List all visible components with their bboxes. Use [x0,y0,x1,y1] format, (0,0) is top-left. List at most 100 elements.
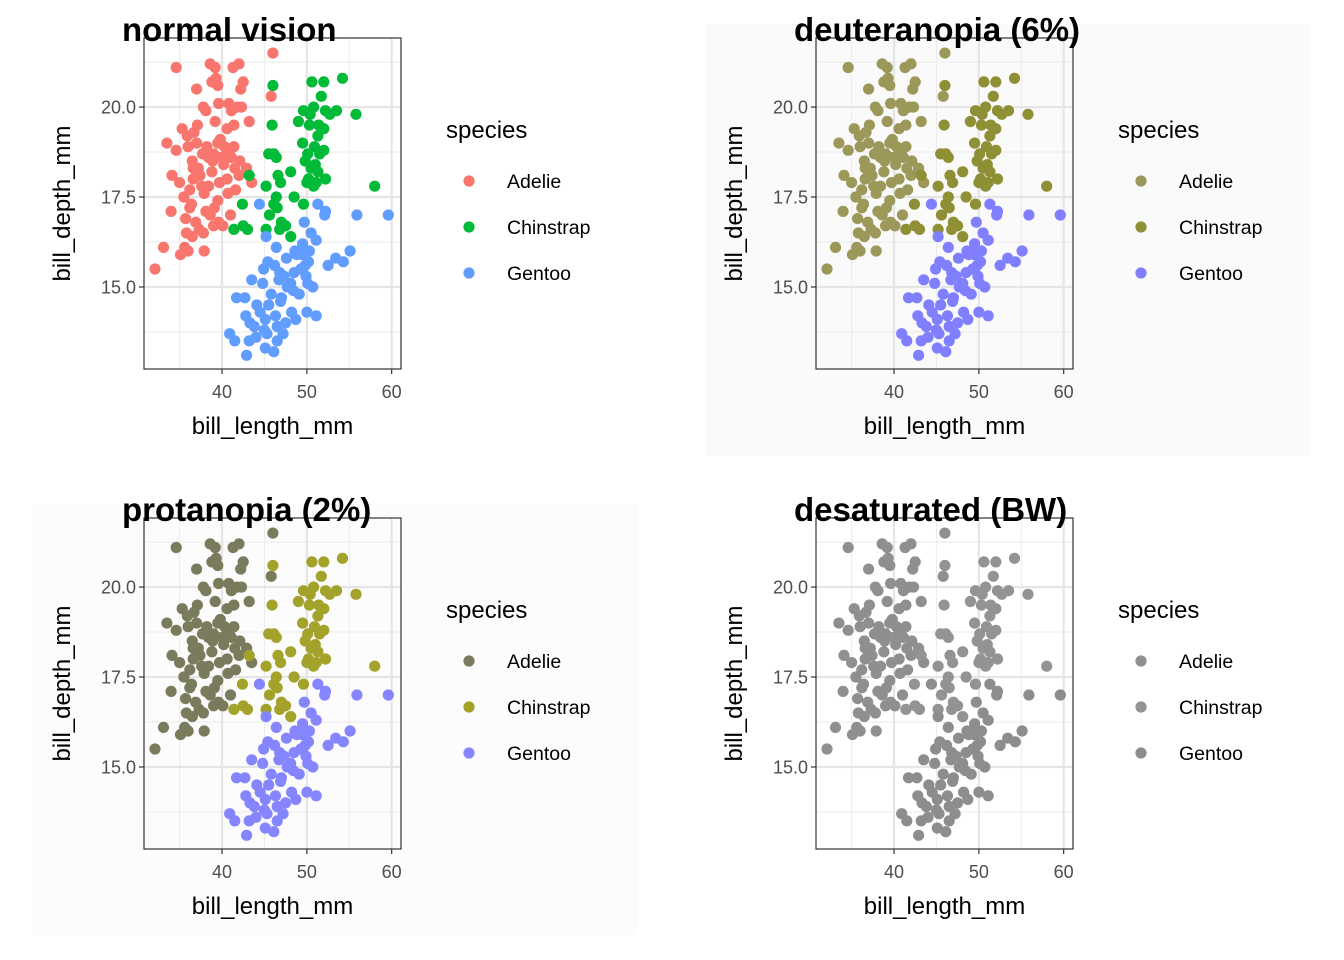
data-point-chinstrap [939,79,951,92]
data-point-adelie [902,664,914,676]
data-points [821,47,1066,361]
data-point-gentoo [952,317,964,329]
data-point-gentoo [259,313,271,325]
data-point-gentoo [298,216,310,228]
data-point-adelie [234,635,246,647]
data-point-adelie [856,202,868,214]
data-point-gentoo [248,320,260,333]
data-point-chinstrap [935,148,947,160]
x-axis-title: bill_length_mm [192,413,353,440]
data-point-adelie [889,700,901,712]
data-point-chinstrap [280,220,292,232]
data-point-gentoo [297,718,309,730]
data-point-gentoo [260,231,272,243]
data-point-adelie [838,169,850,181]
legend-title: species [1118,117,1199,144]
data-point-adelie [837,205,849,217]
data-point-gentoo [300,270,312,282]
data-point-gentoo [280,797,292,809]
data-point-chinstrap [297,678,310,690]
panel-border [815,517,1074,850]
data-point-adelie [874,151,887,163]
data-point-adelie [863,599,875,611]
data-point-chinstrap [908,678,920,690]
data-point-chinstrap [324,108,336,120]
data-point-gentoo [229,335,241,347]
data-point-chinstrap [369,660,381,672]
data-point-chinstrap [306,76,318,88]
legend-key-adelie [1135,655,1147,667]
data-point-adelie [863,137,875,149]
data-point-gentoo [303,725,315,737]
data-point-adelie [900,621,912,633]
legend: species Adelie Chinstrap Gentoo [1118,597,1263,765]
y-tick-label: 20.0 [773,98,808,118]
data-point-gentoo [912,310,924,322]
y-tick-label: 17.5 [101,188,136,208]
data-point-adelie [234,155,246,167]
data-point-adelie [213,97,225,110]
data-point-adelie [880,220,892,232]
data-point-chinstrap [318,624,330,636]
x-tick-label: 40 [212,382,232,402]
data-point-gentoo [911,292,923,304]
data-point-adelie [881,541,893,554]
x-tick-label: 50 [297,382,317,402]
legend: species Adelie Chinstrap Gentoo [446,597,591,765]
data-point-gentoo [972,750,984,762]
data-point-adelie [208,202,220,214]
scatter-panel-desaturated: 40 50 60 15.0 17.5 20.0 bill_length_mm bill_dep… [721,491,1263,920]
data-point-chinstrap [312,166,324,178]
data-point-gentoo [935,779,947,791]
data-point-chinstrap [913,223,926,235]
data-point-adelie [854,725,866,737]
data-point-gentoo [270,721,282,733]
data-point-gentoo [268,346,280,358]
data-point-adelie [182,141,194,153]
panel-border [143,517,402,850]
data-point-chinstrap [297,617,309,629]
data-point-gentoo [911,772,923,784]
data-point-gentoo [969,718,981,730]
data-point-adelie [187,162,199,174]
x-axis-title: bill_length_mm [864,413,1025,440]
data-point-chinstrap [915,649,927,661]
data-point-chinstrap [318,556,330,568]
data-point-chinstrap [285,166,297,178]
data-point-gentoo [310,310,322,322]
data-point-chinstrap [304,108,316,120]
y-tick-label: 20.0 [101,98,136,118]
legend-key-chinstrap [463,701,475,713]
series-gentoo [224,678,394,841]
data-point-adelie [184,184,196,196]
data-point-adelie [905,58,917,70]
data-point-adelie [937,570,949,582]
data-point-adelie [878,646,890,658]
data-point-chinstrap [947,177,959,189]
data-point-adelie [866,169,878,181]
data-point-gentoo [982,310,994,322]
data-point-adelie [821,743,833,755]
data-point-chinstrap [952,220,964,232]
data-point-chinstrap [260,660,272,672]
data-point-gentoo [257,277,269,289]
data-point-gentoo [319,689,331,701]
data-point-chinstrap [990,624,1002,636]
data-point-gentoo [337,736,349,748]
legend-label: Adelie [507,171,561,193]
data-point-gentoo [273,754,285,766]
data-point-chinstrap [285,646,297,658]
data-point-gentoo [915,335,927,347]
data-point-chinstrap [275,657,287,669]
data-point-adelie [906,155,918,167]
data-point-chinstrap [369,180,381,192]
data-point-gentoo [263,299,275,311]
data-point-gentoo [280,317,292,329]
data-point-chinstrap [306,556,318,568]
data-point-gentoo [973,786,985,798]
legend: species Adelie Chinstrap Gentoo [446,117,591,285]
data-point-chinstrap [960,191,972,203]
data-point-gentoo [300,750,312,762]
data-point-adelie [180,213,192,225]
data-point-adelie [869,581,881,593]
